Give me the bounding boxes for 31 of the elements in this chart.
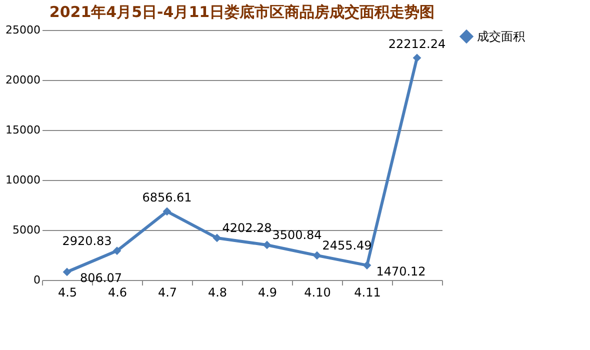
y-tick-label: 5000 [12,224,40,236]
x-tick-label: 4.10 [304,286,331,300]
data-label: 2455.49 [322,238,372,252]
y-tick-label: 0 [34,274,40,286]
point [162,207,172,216]
point [112,246,122,255]
y-tick-label: 10000 [6,174,40,186]
point [212,234,222,242]
point [412,54,422,62]
y-tick-label: 20000 [6,74,40,86]
x-tick-label: 4.8 [208,286,228,300]
y-tick-label: 15000 [6,124,40,136]
x-tick-label: 4.9 [258,286,278,300]
point [312,251,322,260]
data-label: 3500.84 [272,228,322,242]
data-label: 4202.28 [222,220,272,235]
data-label: 2920.83 [62,234,112,248]
data-label: 1470.12 [376,264,426,278]
point [62,268,72,276]
data-label: 806.07 [80,270,122,285]
data-label: 22212.24 [388,36,446,51]
x-tick-label: 4.11 [354,286,381,300]
point [262,240,272,250]
legend-label: 成交面积 [477,30,525,44]
x-tick-label: 4.7 [158,286,178,300]
point [362,261,372,270]
y-tick-label: 25000 [6,24,40,36]
chart-title: 2021年4月5日-4月11日娄底市区商品房成交面积走势图 [49,3,435,21]
x-tick-label: 4.5 [58,286,78,300]
data-label: 6856.61 [142,190,192,204]
x-tick-label: 4.6 [108,286,128,300]
